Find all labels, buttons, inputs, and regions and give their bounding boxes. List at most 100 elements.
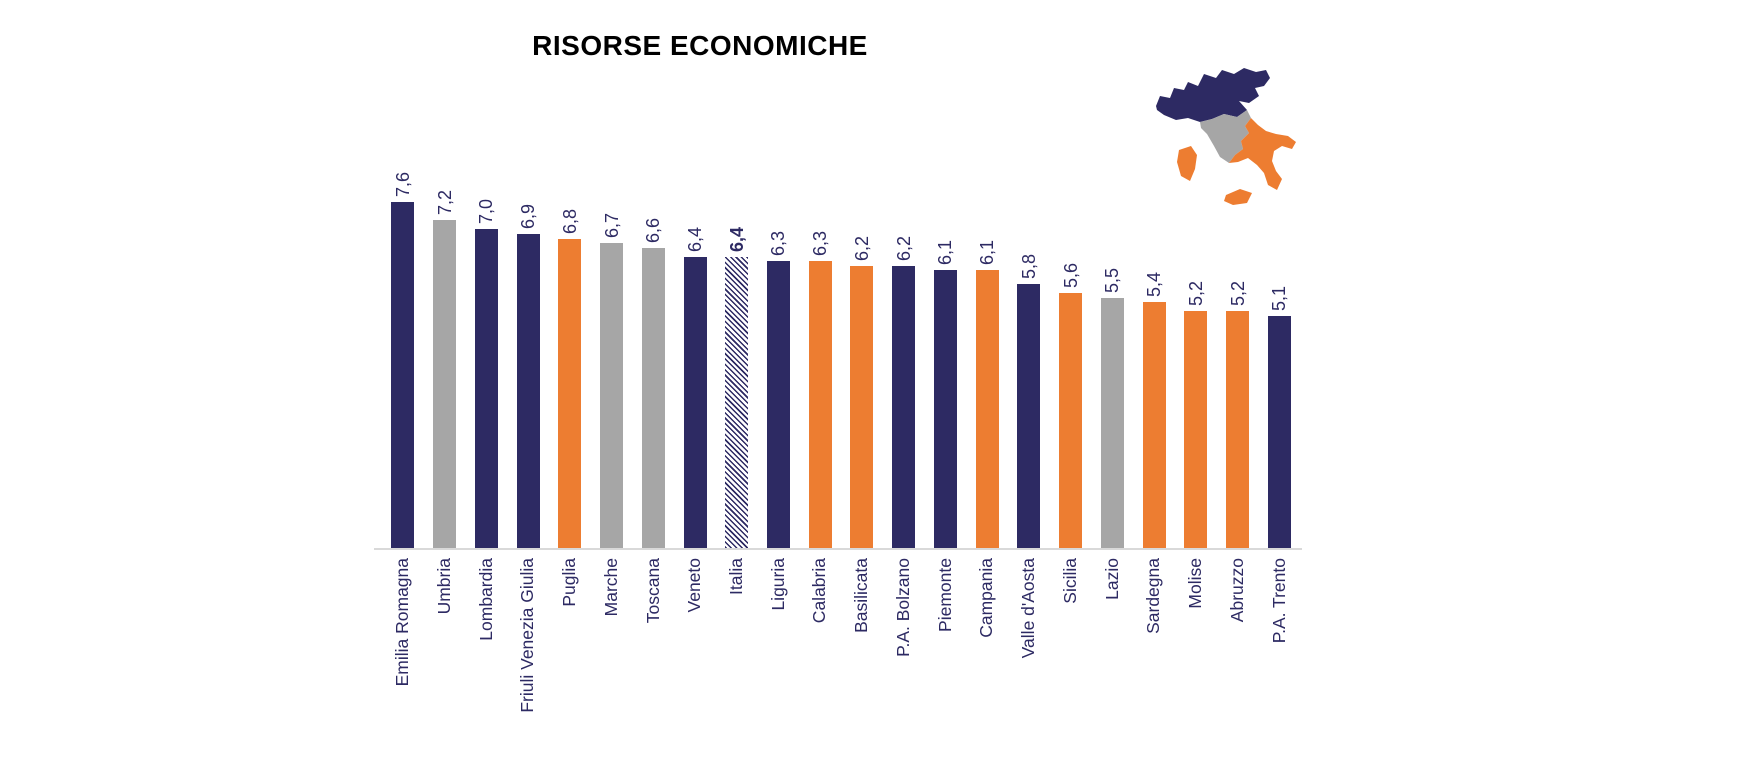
bar-p-a-bolzano: [892, 266, 916, 548]
bar-sicilia: [1059, 293, 1083, 548]
category-slot-lombardia: Lombardia: [465, 552, 507, 774]
bar-slot-p-a-bolzano: 6,2: [883, 138, 925, 548]
bar-slot-sicilia: 5,6: [1050, 138, 1092, 548]
bar-value-label-lazio: 5,5: [1102, 267, 1123, 293]
category-label-umbria: Umbria: [433, 558, 454, 615]
bar-marche: [600, 243, 624, 548]
category-slot-calabria: Calabria: [799, 552, 841, 774]
category-label-veneto: Veneto: [684, 558, 705, 613]
category-label-italia: Italia: [725, 558, 746, 595]
italy-map-north-area: [1156, 68, 1270, 122]
category-slot-molise: Molise: [1175, 552, 1217, 774]
bar-slot-emilia-romagna: 7,6: [382, 138, 424, 548]
bar-slot-piemonte: 6,1: [925, 138, 967, 548]
x-axis-line: [374, 548, 1302, 550]
category-slot-puglia: Puglia: [549, 552, 591, 774]
italy-map-south-area: [1229, 118, 1296, 190]
category-slot-umbria: Umbria: [424, 552, 466, 774]
category-label-molise: Molise: [1185, 558, 1206, 609]
category-slot-lazio: Lazio: [1091, 552, 1133, 774]
bar-slot-umbria: 7,2: [424, 138, 466, 548]
bar-slot-lazio: 5,5: [1091, 138, 1133, 548]
bar-slot-liguria: 6,3: [758, 138, 800, 548]
category-label-valle-d-aosta: Valle d'Aosta: [1018, 558, 1039, 659]
category-label-toscana: Toscana: [642, 558, 663, 624]
category-slot-sardegna: Sardegna: [1133, 552, 1175, 774]
bar-value-label-italia: 6,4: [726, 226, 747, 252]
bar-slot-basilicata: 6,2: [841, 138, 883, 548]
bar-emilia-romagna: [391, 202, 415, 548]
bar-slot-calabria: 6,3: [799, 138, 841, 548]
bar-value-label-friuli-venezia-giulia: 6,9: [518, 203, 539, 229]
category-slot-friuli-venezia-giulia: Friuli Venezia Giulia: [507, 552, 549, 774]
italy-map-svg: [1156, 68, 1296, 205]
bar-veneto: [683, 257, 707, 548]
italy-map-sardinia: [1177, 146, 1197, 181]
category-label-friuli-venezia-giulia: Friuli Venezia Giulia: [517, 558, 538, 713]
bar-abruzzo: [1226, 311, 1250, 548]
bar-slot-toscana: 6,6: [632, 138, 674, 548]
category-slot-sicilia: Sicilia: [1050, 552, 1092, 774]
category-slot-liguria: Liguria: [758, 552, 800, 774]
category-slot-piemonte: Piemonte: [925, 552, 967, 774]
category-label-marche: Marche: [600, 558, 621, 617]
category-label-lazio: Lazio: [1101, 558, 1122, 600]
bar-italia: [725, 257, 749, 548]
bar-value-label-valle-d-aosta: 5,8: [1018, 253, 1039, 279]
category-label-campania: Campania: [976, 558, 997, 638]
bar-value-label-emilia-romagna: 7,6: [392, 171, 413, 197]
category-label-p-a-bolzano: P.A. Bolzano: [892, 558, 913, 657]
bar-slot-marche: 6,7: [591, 138, 633, 548]
italy-map: [1150, 62, 1300, 222]
bar-sardegna: [1142, 302, 1166, 548]
bar-value-label-umbria: 7,2: [434, 189, 455, 215]
bar-slot-abruzzo: 5,2: [1217, 138, 1259, 548]
bar-slot-valle-d-aosta: 5,8: [1008, 138, 1050, 548]
bar-umbria: [433, 220, 457, 548]
bar-campania: [975, 270, 999, 548]
bar-slot-lombardia: 7,0: [465, 138, 507, 548]
bar-molise: [1184, 311, 1208, 548]
chart-title: RISORSE ECONOMICHE: [532, 30, 868, 61]
category-label-liguria: Liguria: [767, 558, 788, 611]
category-label-calabria: Calabria: [809, 558, 830, 624]
category-slot-toscana: Toscana: [632, 552, 674, 774]
category-slot-valle-d-aosta: Valle d'Aosta: [1008, 552, 1050, 774]
category-slot-p-a-bolzano: P.A. Bolzano: [883, 552, 925, 774]
bar-liguria: [766, 261, 790, 548]
bar-p-a-trento: [1267, 316, 1291, 548]
bar-value-label-campania: 6,1: [977, 239, 998, 265]
bar-value-label-basilicata: 6,2: [851, 235, 872, 261]
category-slot-campania: Campania: [966, 552, 1008, 774]
category-label-emilia-romagna: Emilia Romagna: [392, 558, 413, 687]
bar-slot-sardegna: 5,4: [1133, 138, 1175, 548]
bar-slot-italia: 6,4: [716, 138, 758, 548]
bar-value-label-abruzzo: 5,2: [1227, 280, 1248, 306]
category-label-sardegna: Sardegna: [1143, 558, 1164, 634]
category-slot-veneto: Veneto: [674, 552, 716, 774]
category-label-sicilia: Sicilia: [1059, 558, 1080, 604]
bar-value-label-puglia: 6,8: [559, 208, 580, 234]
bar-slot-puglia: 6,8: [549, 138, 591, 548]
category-labels-row: Emilia Romagna Umbria Lombardia Friuli Vene…: [382, 552, 1300, 774]
category-label-puglia: Puglia: [559, 558, 580, 607]
bar-value-label-marche: 6,7: [601, 212, 622, 238]
bar-slot-molise: 5,2: [1175, 138, 1217, 548]
bar-basilicata: [850, 266, 874, 548]
bar-value-label-liguria: 6,3: [768, 230, 789, 256]
category-slot-basilicata: Basilicata: [841, 552, 883, 774]
bar-friuli-venezia-giulia: [516, 234, 540, 548]
category-label-piemonte: Piemonte: [934, 558, 955, 632]
bar-slot-p-a-trento: 5,1: [1258, 138, 1300, 548]
category-label-p-a-trento: P.A. Trento: [1268, 558, 1289, 644]
bar-value-label-p-a-trento: 5,1: [1269, 285, 1290, 311]
bar-slot-campania: 6,1: [966, 138, 1008, 548]
bar-value-label-piemonte: 6,1: [935, 239, 956, 265]
bar-value-label-sicilia: 5,6: [1060, 262, 1081, 288]
bar-value-label-veneto: 6,4: [685, 226, 705, 252]
bar-calabria: [808, 261, 832, 548]
italy-map-sicily: [1224, 189, 1252, 205]
italy-map-center-area: [1200, 110, 1251, 163]
bar-puglia: [558, 239, 582, 548]
